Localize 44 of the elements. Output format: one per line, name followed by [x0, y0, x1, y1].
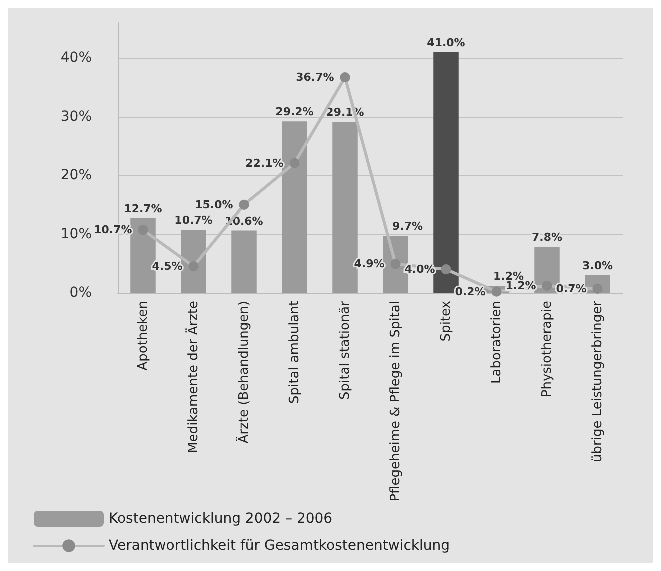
data-label: 36.7% [296, 71, 334, 84]
point [542, 280, 552, 291]
x-tick-label: Physiotherapie [540, 301, 555, 398]
point [239, 200, 250, 210]
data-label: 22.1% [246, 156, 284, 170]
point [390, 259, 401, 270]
data-label: 12.7% [124, 202, 162, 216]
bar [282, 122, 308, 293]
bar [232, 230, 257, 293]
point [441, 264, 452, 275]
data-label: 9.7% [392, 220, 424, 234]
x-tick-label: Medikamente der Ärzte [185, 301, 202, 454]
point [340, 72, 350, 83]
data-label: 0.2% [455, 285, 486, 298]
data-label: 29.2% [276, 106, 314, 119]
x-tick-label: Laboratorien [489, 301, 504, 384]
data-label: 10.7% [174, 214, 213, 228]
x-tick-label: Pflegeheime & Pflege im Spital [388, 301, 404, 502]
x-tick-label: Ärzte (Behandlungen) [236, 301, 252, 444]
x-tick-label: Apotheken [136, 301, 151, 371]
x-tick-label: Spital ambulant [287, 301, 302, 404]
data-label: 4.0% [404, 263, 436, 276]
y-tick-label: 10% [60, 226, 92, 242]
point [188, 262, 199, 272]
data-label: 41.0% [427, 36, 466, 50]
y-tick-label: 0% [70, 285, 92, 301]
point [138, 225, 148, 236]
y-tick-label: 20% [60, 168, 92, 184]
data-label: 3.0% [582, 259, 614, 272]
x-tick-label: Spitex [438, 300, 454, 342]
x-tick-label: übrige Leistungerbringer [590, 300, 606, 462]
data-label: 10.7% [94, 224, 132, 237]
point [492, 286, 502, 297]
data-label: 4.9% [354, 258, 385, 271]
y-tick-label: 40% [60, 50, 92, 66]
point [290, 158, 300, 168]
data-label: 7.8% [532, 231, 563, 244]
x-tick-label: Spital stationär [338, 300, 353, 400]
data-label: 0.7% [556, 282, 587, 296]
data-label: 15.0% [195, 198, 234, 212]
legend-label: Verantwortlichkeit für Gesamtkostenentwicklung [109, 538, 450, 554]
legend-label: Kostenentwicklung 2002 – 2006 [109, 511, 333, 527]
y-tick-label: 30% [60, 108, 92, 125]
data-label: 4.5% [152, 260, 183, 274]
